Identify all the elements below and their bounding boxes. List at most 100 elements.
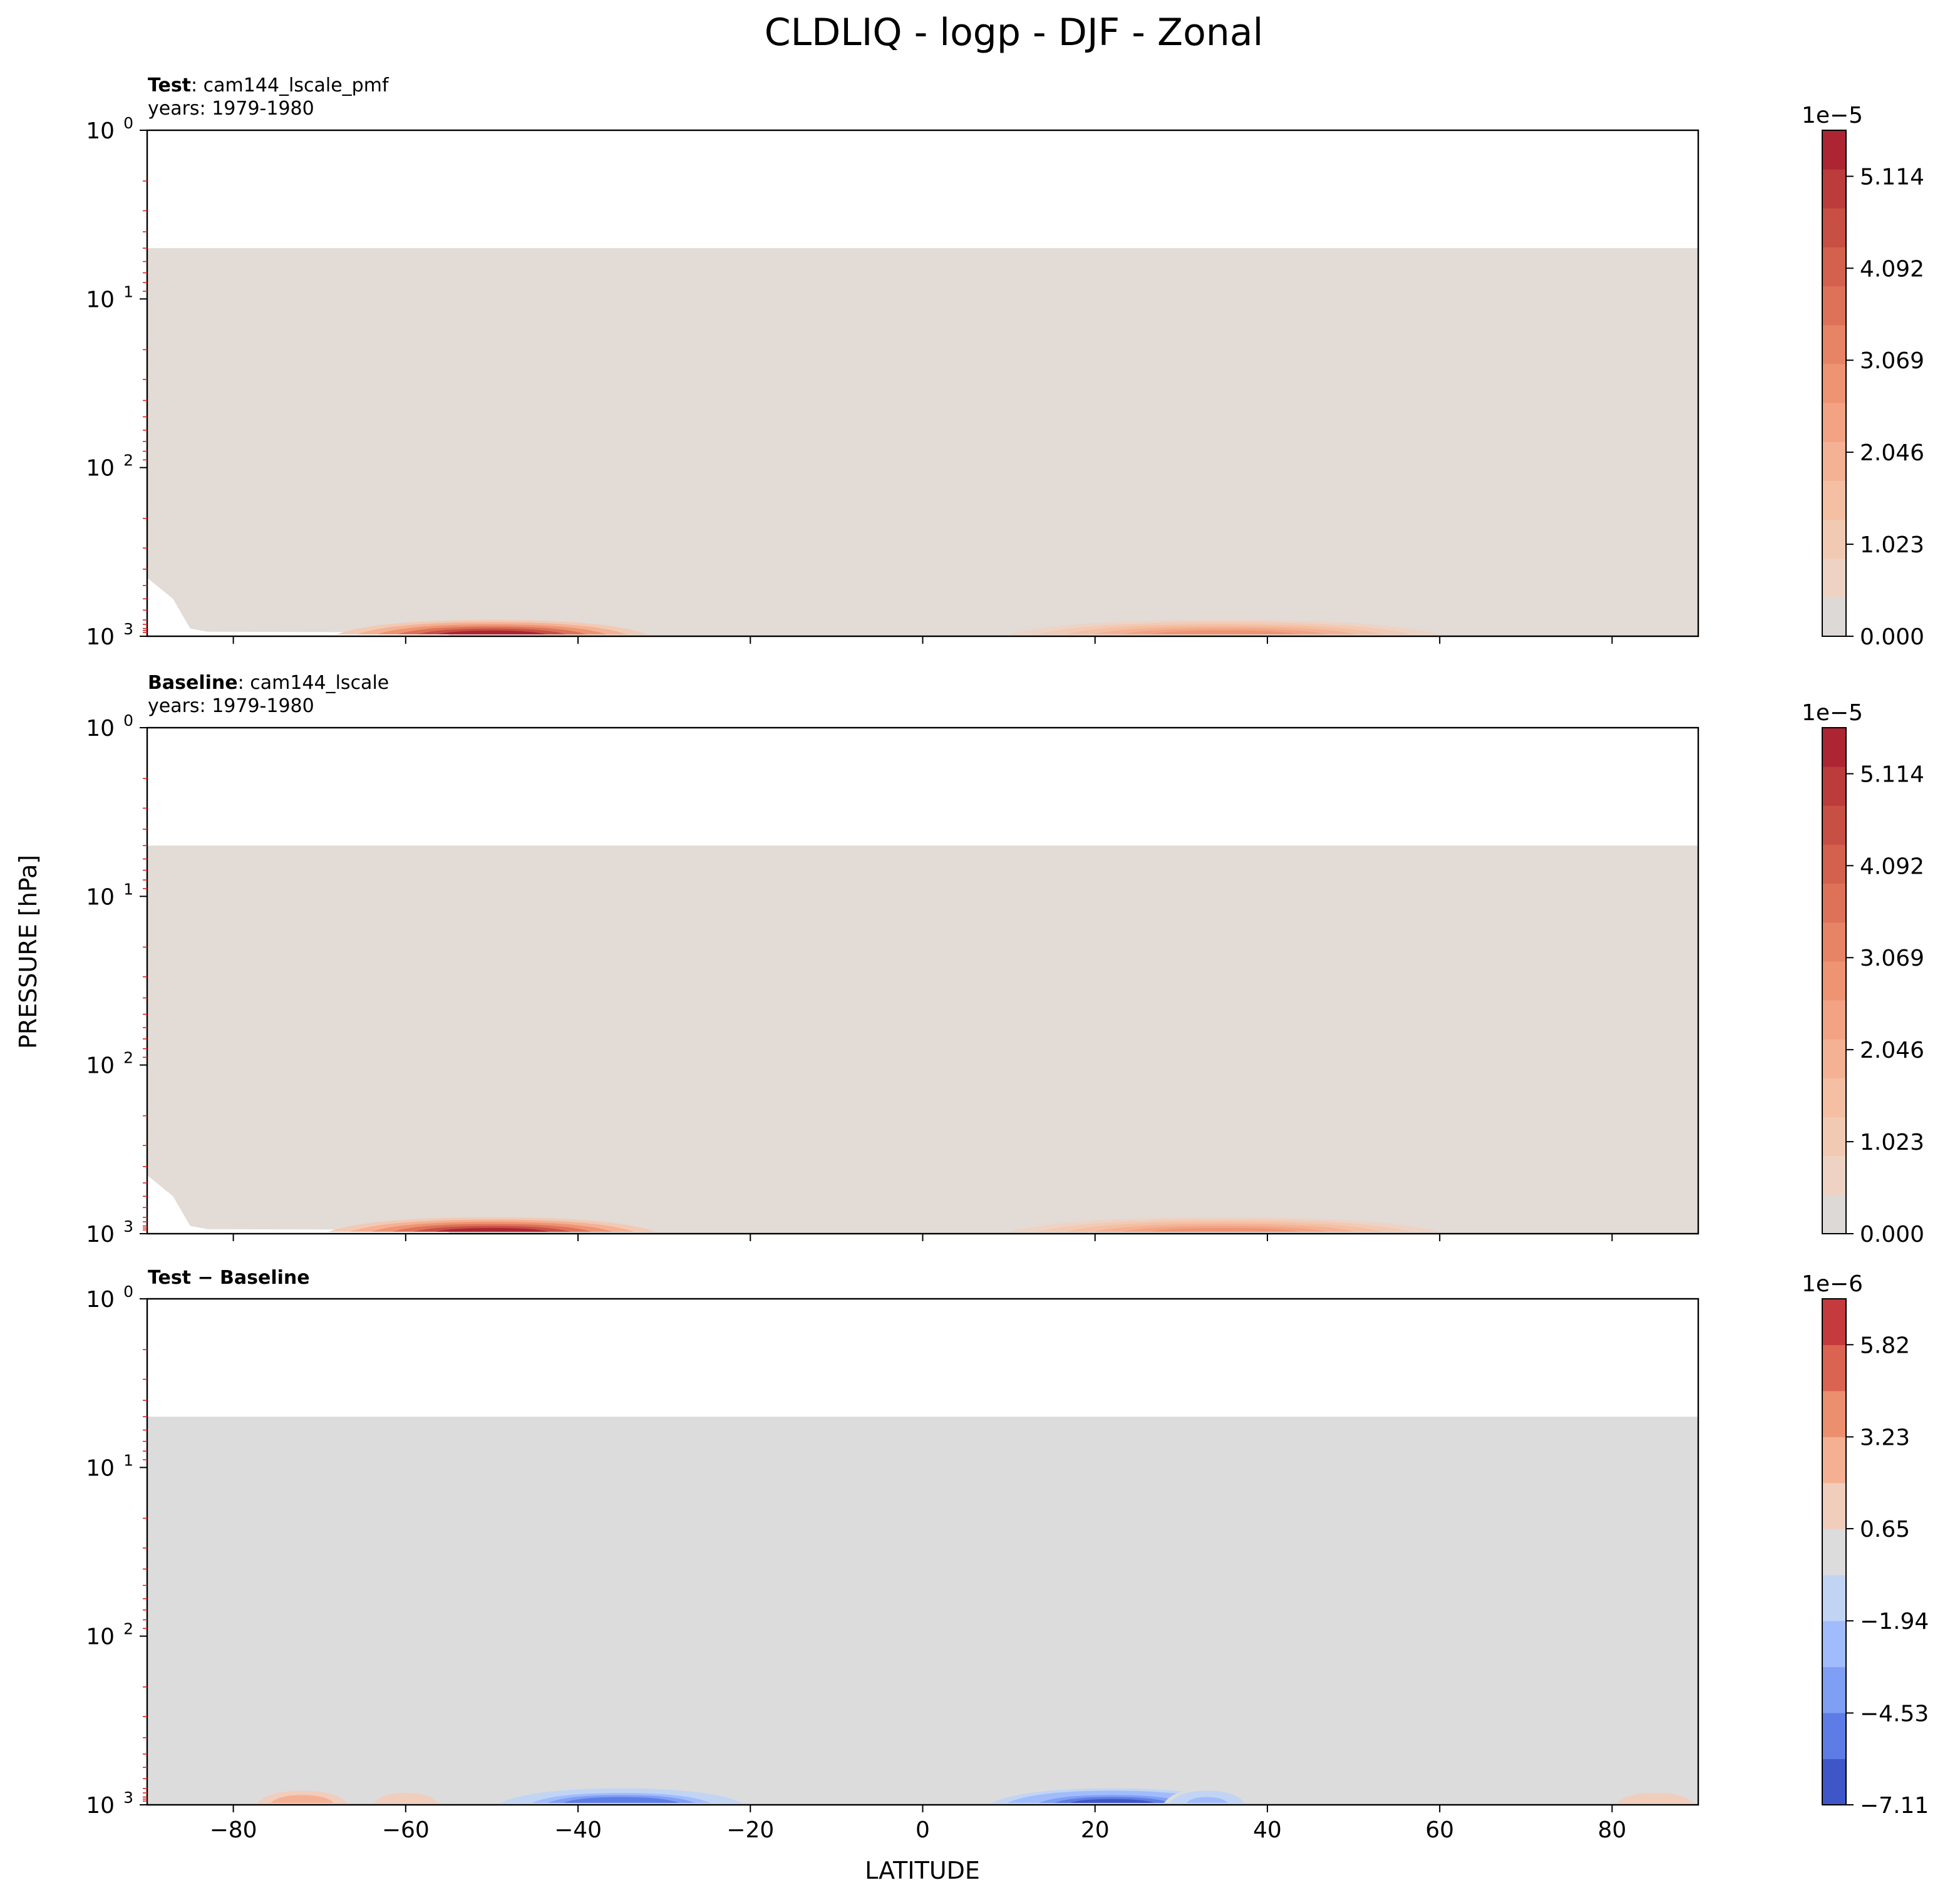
field-background	[147, 845, 1698, 1234]
colorbar-segment	[1822, 805, 1846, 845]
x-tick-label: 60	[1425, 1817, 1454, 1843]
y-tick-exponent: 0	[123, 114, 133, 132]
colorbar-segment	[1822, 1713, 1846, 1760]
colorbar-frame	[1822, 727, 1847, 1234]
panel-label: Baseline: cam144_lscale	[148, 672, 389, 694]
contour-band-1	[1070, 1799, 1155, 1804]
field-background	[147, 1417, 1698, 1805]
y-tick-label: 10	[86, 1222, 115, 1247]
colorbar-segment	[1822, 728, 1846, 767]
colorbar-segment	[1822, 1117, 1846, 1157]
contour-band-4	[1637, 1799, 1674, 1804]
colorbar-segment	[1822, 767, 1846, 806]
contour-band-0	[437, 630, 547, 635]
colorbar-segment	[1822, 130, 1846, 170]
y-tick-label: 10	[86, 1455, 115, 1481]
contour-band-1	[1148, 1227, 1300, 1232]
colorbar-segment	[1822, 1155, 1846, 1195]
colorbar-segment	[1822, 1529, 1846, 1576]
colorbar-segment	[1822, 1000, 1846, 1040]
colorbar-segment	[1822, 1437, 1846, 1484]
y-tick-exponent: 3	[123, 1217, 133, 1236]
colorbar-tick-label: 5.114	[1860, 165, 1924, 190]
panel-label: Test − Baseline	[148, 1267, 310, 1289]
colorbar-segment	[1822, 1078, 1846, 1118]
y-tick-label: 10	[86, 624, 115, 650]
colorbar-tick-label: 5.114	[1860, 762, 1924, 788]
colorbar-segment	[1822, 1299, 1846, 1345]
y-axis-label: PRESSURE [hPa]	[14, 855, 42, 1049]
colorbar-tick-label: 2.046	[1860, 1038, 1924, 1063]
panel-baseline: 10 0 10 1 10 2 10 3 Baseline: cam144_lscaleyears…	[86, 672, 1924, 1247]
colorbar-segment	[1822, 1574, 1846, 1621]
y-tick-exponent: 2	[123, 1049, 133, 1067]
panel-years: years: 1979-1980	[148, 98, 314, 120]
topography-mask	[147, 1175, 449, 1234]
colorbar-segment	[1822, 208, 1846, 247]
x-tick-label: 40	[1253, 1817, 1282, 1843]
y-tick-label: 10	[86, 118, 115, 144]
panel-test: 10 0 10 1 10 2 10 3 Test: cam144_lscale_pmfyears…	[86, 75, 1924, 650]
colorbar-frame	[1822, 1298, 1847, 1805]
panel-years: years: 1979-1980	[148, 695, 314, 717]
contour-band-3	[284, 1799, 321, 1804]
colorbar-tick-label: −7.11	[1860, 1793, 1929, 1819]
colorbar-segment	[1822, 324, 1846, 364]
figure-title: CLDLIQ - logp - DJF - Zonal	[765, 11, 1264, 54]
colorbar-exponent: 1e−5	[1802, 103, 1863, 128]
contour-band-2	[1192, 1799, 1222, 1804]
y-tick-exponent: 3	[123, 1789, 133, 1807]
colorbar-segment	[1822, 480, 1846, 520]
colorbar-segment	[1822, 597, 1846, 637]
colorbar-tick-label: −4.53	[1860, 1701, 1929, 1727]
x-tick-label: −80	[210, 1817, 257, 1843]
y-tick-exponent: 3	[123, 620, 133, 638]
colorbar-tick-label: 4.092	[1860, 854, 1924, 879]
colorbar-segment	[1822, 844, 1846, 884]
topography-mask	[147, 1746, 449, 1805]
colorbar-segment	[1822, 403, 1846, 442]
colorbar-segment	[1822, 922, 1846, 962]
colorbar-tick-label: 0.000	[1860, 1222, 1924, 1247]
y-tick-label: 10	[86, 287, 115, 312]
y-tick-exponent: 2	[123, 452, 133, 470]
colorbar-segment	[1822, 286, 1846, 326]
panel-label: Test: cam144_lscale_pmf	[148, 75, 389, 96]
x-tick-label: −60	[382, 1817, 430, 1843]
colorbar-tick-label: 3.069	[1860, 348, 1924, 374]
colorbar-segment	[1822, 558, 1846, 598]
y-tick-exponent: 0	[123, 711, 133, 730]
x-axis-label: LATITUDE	[865, 1857, 980, 1884]
x-tick-label: −40	[554, 1817, 602, 1843]
colorbar-segment	[1822, 1039, 1846, 1078]
colorbar-tick-label: 2.046	[1860, 440, 1924, 466]
colorbar-segment	[1822, 1390, 1846, 1437]
topography-mask	[147, 577, 449, 636]
colorbar-tick-label: 5.82	[1860, 1333, 1910, 1358]
y-tick-exponent: 2	[123, 1620, 133, 1638]
colorbar-segment	[1822, 1194, 1846, 1234]
y-tick-label: 10	[86, 1793, 115, 1819]
colorbar-tick-label: 3.23	[1860, 1425, 1910, 1450]
x-tick-label: 0	[916, 1817, 930, 1843]
colorbar-segment	[1822, 1345, 1846, 1391]
colorbar-tick-label: 3.069	[1860, 946, 1924, 971]
colorbar-tick-label: 1.023	[1860, 532, 1924, 558]
colorbar-segment	[1822, 169, 1846, 209]
colorbar-segment	[1822, 1758, 1846, 1805]
colorbar-segment	[1822, 883, 1846, 923]
y-tick-label: 10	[86, 884, 115, 910]
colorbar-tick-label: 4.092	[1860, 256, 1924, 282]
contour-band-0	[579, 1799, 664, 1804]
y-tick-exponent: 1	[123, 282, 133, 301]
y-tick-label: 10	[86, 456, 115, 482]
colorbar-segment	[1822, 961, 1846, 1001]
contour-field	[147, 1417, 1698, 1805]
x-tick-label: 20	[1081, 1817, 1110, 1843]
contour-field	[147, 845, 1698, 1234]
y-tick-label: 10	[86, 716, 115, 741]
colorbar-segment	[1822, 1666, 1846, 1713]
y-tick-exponent: 1	[123, 880, 133, 898]
y-tick-exponent: 1	[123, 1451, 133, 1469]
colorbar-tick-label: −1.94	[1860, 1609, 1929, 1634]
